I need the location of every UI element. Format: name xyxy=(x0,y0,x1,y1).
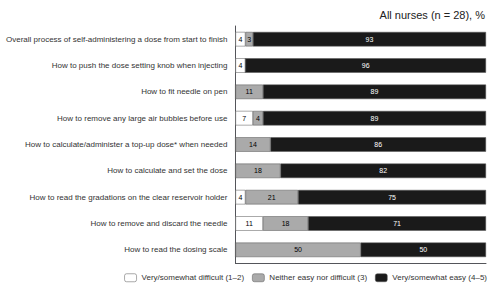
svg-text:50: 50 xyxy=(294,246,302,253)
svg-text:7: 7 xyxy=(242,115,246,122)
svg-text:4: 4 xyxy=(238,194,242,201)
svg-text:18: 18 xyxy=(282,220,290,227)
svg-text:14: 14 xyxy=(249,141,257,148)
svg-text:All nurses (n = 28), %: All nurses (n = 28), % xyxy=(380,9,486,21)
svg-text:18: 18 xyxy=(254,167,262,174)
svg-text:How to push the dose setting k: How to push the dose setting knob when i… xyxy=(52,61,228,70)
svg-text:4: 4 xyxy=(238,36,242,43)
svg-text:How to calculate and set the d: How to calculate and set the dose xyxy=(107,166,228,175)
svg-text:Overall process of self-admini: Overall process of self-administering a … xyxy=(6,35,227,44)
svg-text:How to remove any large air bu: How to remove any large air bubbles befo… xyxy=(57,114,228,123)
svg-text:4: 4 xyxy=(238,62,242,69)
svg-text:86: 86 xyxy=(374,141,382,148)
svg-text:11: 11 xyxy=(246,88,253,95)
svg-text:82: 82 xyxy=(379,167,387,174)
svg-text:Neither easy nor difficult (3): Neither easy nor difficult (3) xyxy=(269,273,367,282)
svg-text:96: 96 xyxy=(362,62,370,69)
svg-text:89: 89 xyxy=(371,88,379,95)
svg-text:How to calculate/administer a: How to calculate/administer a top-up dos… xyxy=(25,140,227,149)
svg-text:Very/somewhat difficult (1–2): Very/somewhat difficult (1–2) xyxy=(142,273,245,282)
svg-text:Very/somewhat easy (4–5): Very/somewhat easy (4–5) xyxy=(392,273,487,282)
svg-text:How to read the gradations on: How to read the gradations on the clear … xyxy=(30,193,228,202)
svg-text:11: 11 xyxy=(246,220,253,227)
svg-text:71: 71 xyxy=(393,220,401,227)
svg-text:3: 3 xyxy=(247,36,251,43)
svg-text:75: 75 xyxy=(388,194,396,201)
svg-text:89: 89 xyxy=(371,115,379,122)
svg-text:93: 93 xyxy=(366,36,374,43)
svg-text:4: 4 xyxy=(256,115,260,122)
svg-text:21: 21 xyxy=(268,194,276,201)
svg-text:50: 50 xyxy=(419,246,427,253)
svg-text:How to remove and discard the: How to remove and discard the needle xyxy=(90,219,228,228)
svg-text:How to fit needle on pen: How to fit needle on pen xyxy=(141,87,227,96)
svg-text:How to read the dosing scale: How to read the dosing scale xyxy=(124,245,228,254)
